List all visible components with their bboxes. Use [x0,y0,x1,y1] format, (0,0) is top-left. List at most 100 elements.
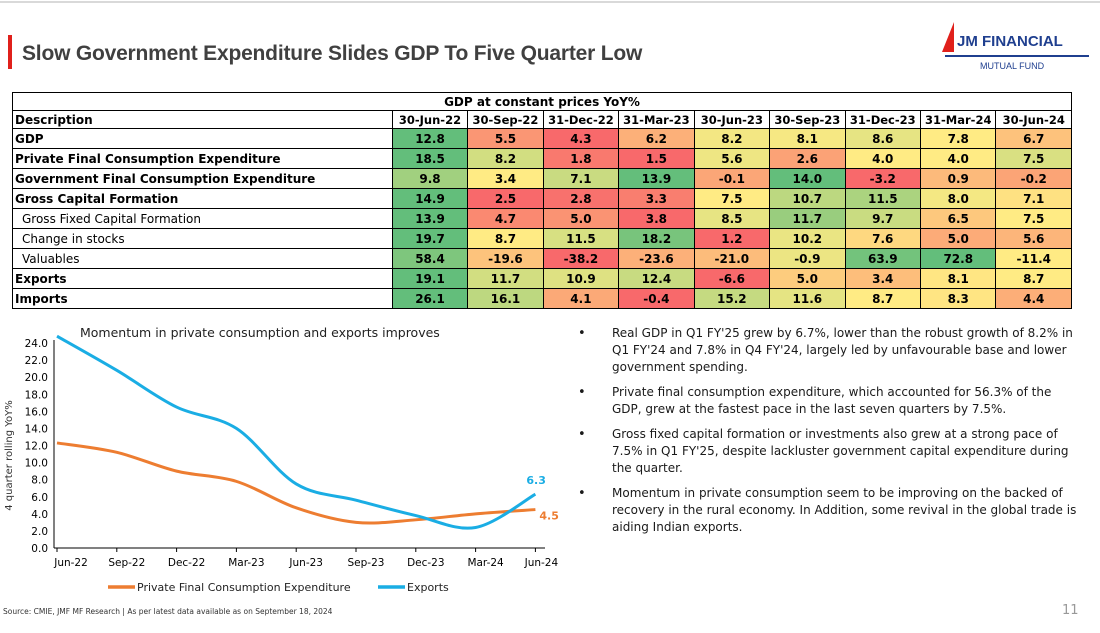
table-cell: 19.1 [391,268,469,289]
table-cell: 5.0 [769,268,846,289]
x-tick-label: Dec-23 [407,557,444,569]
legend-label: Exports [407,581,449,594]
table-cell: 8.1 [920,268,997,289]
page-title: Slow Government Expenditure Slides GDP T… [22,42,643,65]
table-cell: -0.1 [693,168,771,189]
table-super-header: GDP at constant prices YoY% [12,92,1072,111]
table-cell: 12.8 [391,128,469,149]
table-cell: 8.7 [467,228,544,249]
table-cell: 8.3 [920,288,997,309]
column-header: 30-Jun-24 [995,110,1072,129]
row-label: Gross Capital Formation [12,188,393,209]
logo-triangle-icon [942,22,954,52]
row-label: Gross Fixed Capital Formation [12,208,393,229]
bullet-item: Real GDP in Q1 FY'25 grew by 6.7%, lower… [578,325,1078,376]
jm-financial-logo: JM FINANCIAL MUTUAL FUND [940,20,1090,76]
y-tick-label: 16.0 [25,406,48,418]
table-cell: 9.8 [391,168,469,189]
column-header: 31-Dec-23 [844,110,922,129]
table-cell: 10.7 [769,188,846,209]
table-cell: 26.1 [391,288,469,309]
table-cell: -11.4 [995,248,1072,269]
column-header: 30-Jun-22 [391,110,469,129]
x-tick-label: Jun-23 [288,557,323,569]
column-header: 30-Sep-23 [769,110,846,129]
y-tick-label: 14.0 [25,423,48,435]
x-tick-label: Sep-22 [108,557,145,569]
x-tick-label: Dec-22 [168,557,205,569]
table-row: GDP 12.8 5.5 4.3 6.2 8.2 8.1 8.6 7.8 6.7 [12,128,1072,149]
table-cell: 2.5 [467,188,544,209]
table-cell: 5.6 [693,148,771,169]
y-tick-label: 0.0 [31,543,48,555]
row-label: Valuables [12,248,393,269]
end-data-label: 6.3 [526,474,546,487]
y-tick-label: 24.0 [25,338,48,350]
end-data-label: 4.5 [539,510,559,523]
logo-subtitle: MUTUAL FUND [980,61,1045,71]
table-cell: 1.5 [618,148,695,169]
table-cell: 4.1 [542,288,620,309]
table-cell: 5.0 [542,208,620,229]
table-cell: 5.0 [920,228,997,249]
bullet-list: Real GDP in Q1 FY'25 grew by 6.7%, lower… [578,325,1078,544]
table-cell: 7.5 [995,148,1072,169]
table-cell: 2.8 [542,188,620,209]
y-axis-label: 4 quarter rolling YoY% [4,400,15,511]
table-cell: 11.5 [844,188,922,209]
table-row: Imports 26.1 16.1 4.1 -0.4 15.2 11.6 8.7 8.3 4.4 [12,288,1072,309]
table-cell: 11.7 [467,268,544,289]
bullet-item: Private final consumption expenditure, w… [578,384,1078,418]
table-cell: 16.1 [467,288,544,309]
table-row: Gross Fixed Capital Formation 13.9 4.7 5.0 3… [12,208,1072,229]
column-header: 31-Dec-22 [542,110,620,129]
y-tick-label: 12.0 [25,441,48,453]
table-cell: 8.7 [995,268,1072,289]
table-cell: -0.9 [769,248,846,269]
table-row: Exports 19.1 11.7 10.9 12.4 -6.6 5.0 3.4 8.1 8.7 [12,268,1072,289]
chart-title: Momentum in private consumption and expo… [80,325,440,340]
table-cell: -19.6 [467,248,544,269]
logo-name: JM FINANCIAL [957,33,1063,50]
column-header: 31-Mar-23 [618,110,695,129]
table-cell: 11.5 [542,228,620,249]
y-tick-label: 22.0 [25,355,48,367]
table-cell: 1.2 [693,228,771,249]
table-cell: -3.2 [844,168,922,189]
row-label: Exports [12,268,393,289]
x-tick-label: Jun-22 [53,557,88,569]
table-cell: 4.0 [844,148,922,169]
table-row: Private Final Consumption Expenditure 18.… [12,148,1072,169]
table-cell: 8.1 [769,128,846,149]
table-row: Gross Capital Formation 14.9 2.5 2.8 3.3 7.5 1… [12,188,1072,209]
table-cell: 2.6 [769,148,846,169]
y-tick-label: 10.0 [25,458,48,470]
x-tick-label: Mar-23 [228,557,264,569]
table-cell: -0.2 [995,168,1072,189]
table-cell: 7.5 [693,188,771,209]
table-row: Valuables 58.4 -19.6 -38.2 -23.6 -21.0 -0.9 63.… [12,248,1072,269]
line-chart: Momentum in private consumption and expo… [4,325,559,594]
table-cell: 1.8 [542,148,620,169]
table-cell: 3.4 [467,168,544,189]
table-cell: 19.7 [391,228,469,249]
table-cell: 13.9 [618,168,695,189]
table-cell: 7.5 [995,208,1072,229]
row-label: Government Final Consumption Expenditure [12,168,393,189]
table-cell: 7.6 [844,228,922,249]
description-header: Description [12,110,393,129]
logo-rule [945,55,1089,57]
row-label: Imports [12,288,393,309]
table-cell: -6.6 [693,268,771,289]
table-cell: 63.9 [844,248,922,269]
y-tick-label: 2.0 [31,526,48,538]
table-cell: 14.9 [391,188,469,209]
table-cell: 13.9 [391,208,469,229]
y-tick-label: 20.0 [25,372,48,384]
table-cell: -0.4 [618,288,695,309]
table-cell: -38.2 [542,248,620,269]
column-header: 31-Mar-24 [920,110,997,129]
table-cell: 11.6 [769,288,846,309]
table-cell: 9.7 [844,208,922,229]
table-cell: 8.5 [693,208,771,229]
